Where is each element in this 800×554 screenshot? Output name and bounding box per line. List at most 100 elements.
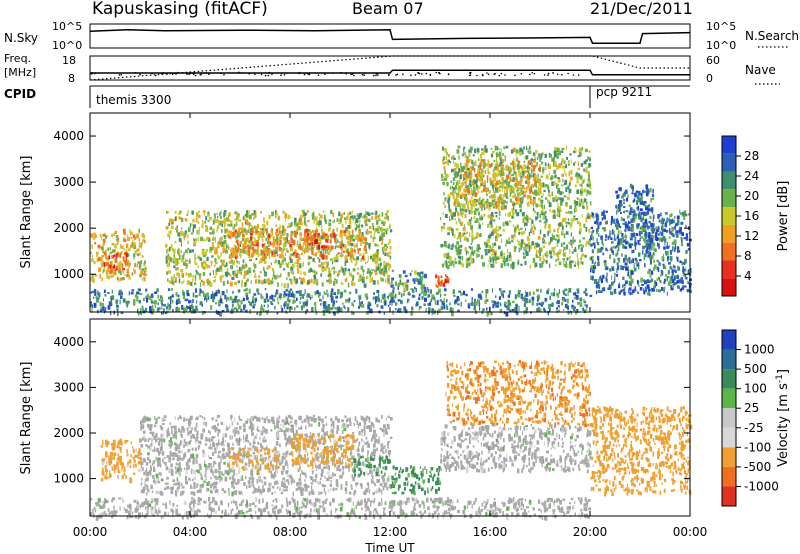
echo-cell — [573, 147, 577, 150]
echo-cell — [271, 277, 273, 280]
echo-cell — [184, 258, 186, 264]
echo-cell — [330, 293, 333, 297]
echo-cell — [543, 307, 546, 311]
echo-cell — [553, 293, 555, 297]
echo-cell — [579, 147, 582, 151]
echo-cell — [374, 257, 377, 260]
echo-cell — [563, 308, 565, 311]
echo-cell — [226, 296, 230, 301]
echo-cell — [183, 279, 185, 282]
echo-cell — [186, 289, 189, 295]
echo-cell — [648, 270, 651, 275]
freq-sample — [361, 73, 364, 76]
echo-cell — [314, 302, 317, 306]
echo-cell — [633, 219, 636, 223]
echo-cell — [597, 249, 599, 254]
echo-cell — [486, 244, 490, 248]
echo-cell — [462, 166, 464, 172]
echo-cell — [577, 289, 579, 294]
echo-cell — [281, 307, 284, 313]
echo-cell — [288, 290, 291, 295]
echo-cell — [444, 213, 448, 218]
echo-cell — [310, 256, 312, 260]
echo-cell — [166, 249, 168, 254]
echo-cell — [484, 169, 487, 174]
echo-cell — [467, 303, 470, 308]
echo-cell — [554, 246, 556, 249]
echo-cell — [445, 260, 448, 264]
echo-cell — [685, 236, 689, 241]
echo-cell — [139, 292, 143, 295]
echo-cell — [466, 257, 468, 261]
echo-cell — [519, 242, 522, 247]
echo-cell — [504, 205, 507, 209]
echo-cell — [521, 294, 523, 298]
echo-cell — [137, 311, 140, 316]
echo-cell — [269, 249, 272, 254]
echo-cell — [445, 274, 447, 277]
echo-cell — [168, 222, 171, 226]
echo-cell — [189, 299, 192, 304]
echo-cell — [493, 150, 495, 153]
echo-cell — [569, 264, 572, 269]
echo-cell — [509, 198, 512, 203]
echo-cell — [206, 292, 209, 297]
echo-cell — [481, 168, 483, 172]
echo-cell — [280, 305, 282, 309]
echo-cell — [257, 292, 260, 295]
echo-cell — [230, 259, 234, 264]
echo-cell — [192, 275, 195, 278]
echo-cell — [490, 231, 494, 236]
echo-cell — [587, 212, 590, 217]
echo-cell — [256, 247, 259, 252]
echo-cell — [571, 170, 573, 175]
echo-cell — [547, 311, 549, 316]
echo-cell — [281, 225, 284, 229]
echo-cell — [589, 294, 593, 297]
echo-cell — [484, 162, 486, 168]
echo-cell — [449, 309, 452, 313]
echo-cell — [486, 307, 488, 311]
echo-cell — [665, 251, 667, 256]
echo-cell — [543, 309, 546, 313]
echo-cell — [479, 306, 481, 311]
echo-cell — [519, 209, 522, 213]
echo-cell — [91, 274, 94, 278]
echo-cell — [335, 257, 339, 263]
echo-cell — [516, 186, 519, 189]
echo-cell — [609, 233, 611, 239]
echo-cell — [290, 239, 293, 243]
echo-cell — [635, 213, 638, 216]
echo-cell — [618, 291, 622, 295]
echo-cell — [204, 211, 206, 216]
echo-cell — [599, 276, 601, 280]
echo-cell — [215, 247, 218, 252]
echo-cell — [577, 167, 581, 170]
echo-cell — [157, 294, 159, 299]
echo-cell — [106, 273, 108, 279]
echo-cell — [523, 297, 526, 302]
echo-cell — [640, 277, 643, 283]
echo-cell — [457, 211, 460, 217]
echo-cell — [300, 280, 304, 285]
echo-cell — [345, 249, 348, 254]
freq-sample — [417, 71, 419, 74]
freq-sample — [280, 74, 282, 76]
echo-cell — [142, 234, 146, 239]
echo-cell — [610, 237, 613, 241]
echo-cell — [176, 272, 179, 277]
echo-cell — [251, 213, 254, 216]
echo-cell — [481, 159, 485, 162]
echo-cell — [392, 310, 394, 315]
echo-cell — [684, 274, 687, 279]
echo-cell — [592, 242, 596, 246]
echo-cell — [201, 303, 203, 307]
echo-cell — [372, 280, 376, 285]
echo-cell — [102, 271, 104, 274]
echo-cell — [138, 262, 142, 268]
echo-cell — [471, 165, 474, 171]
echo-region — [90, 228, 148, 283]
echo-cell — [453, 294, 456, 297]
echo-cell — [223, 218, 227, 224]
echo-cell — [167, 288, 170, 291]
